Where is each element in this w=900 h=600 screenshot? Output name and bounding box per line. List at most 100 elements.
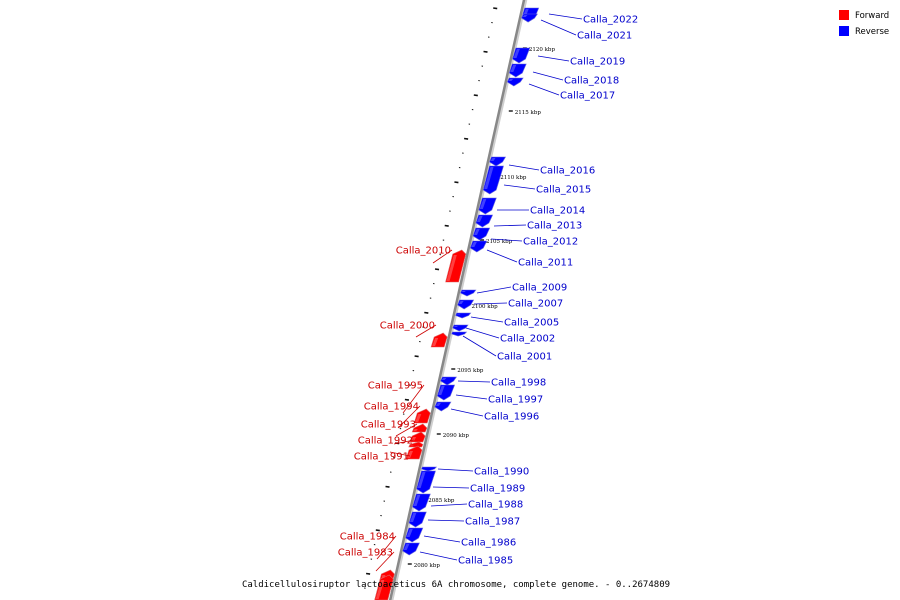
calla-2013-leader-line <box>493 224 527 227</box>
calla-2015-sheen <box>484 167 494 189</box>
calla-1998-leader-line <box>457 380 491 383</box>
calla-2000-label[interactable]: Calla_2000 <box>380 321 435 332</box>
calla-2011-leader-line <box>486 249 518 263</box>
calla-2011-label[interactable]: Calla_2011 <box>518 258 573 269</box>
calla-2009-leader-line <box>476 286 512 294</box>
tick-label: 2095 kbp <box>457 368 484 374</box>
calla-2005-feature[interactable] <box>455 312 472 319</box>
calla-2019-feature[interactable] <box>512 47 531 64</box>
calla-1983-label[interactable]: Calla_1983 <box>338 548 393 559</box>
calla-1986-leader-line <box>423 535 461 543</box>
calla-2012-sheen <box>474 229 480 235</box>
calla-1992-label[interactable]: Calla_1992 <box>358 436 413 447</box>
tick-label: 2120 kbp <box>529 47 556 53</box>
calla-1986-label[interactable]: Calla_1986 <box>461 538 516 549</box>
calla-2000-feature[interactable] <box>430 332 448 348</box>
calla-1991-label[interactable]: Calla_1991 <box>354 452 409 463</box>
calla-1992-feature[interactable] <box>408 441 424 448</box>
calla-2009-label[interactable]: Calla_2009 <box>512 283 567 294</box>
calla-1988-label[interactable]: Calla_1988 <box>468 500 523 511</box>
major-dot <box>414 355 419 358</box>
calla-2012-feature[interactable] <box>472 227 491 241</box>
calla-2018-feature[interactable] <box>508 63 527 78</box>
calla-1990-label[interactable]: Calla_1990 <box>474 467 529 478</box>
calla-2011-sheen <box>471 242 477 247</box>
calla-2013-feature[interactable] <box>475 214 494 228</box>
calla-2016-leader-line <box>508 164 540 171</box>
calla-2001-leader-line <box>462 335 497 357</box>
calla-2018-label[interactable]: Calla_2018 <box>564 76 619 87</box>
calla-1989-feature[interactable] <box>416 470 436 494</box>
calla-2017-label[interactable]: Calla_2017 <box>560 91 615 102</box>
calla-2000-leader-line <box>415 324 437 338</box>
calla-2015-feature[interactable] <box>482 165 504 195</box>
calla-2014-feature[interactable] <box>478 197 497 215</box>
calla-2001-label[interactable]: Calla_2001 <box>497 352 552 363</box>
calla-2009-feature[interactable] <box>460 289 477 297</box>
calla-1987-feature[interactable] <box>408 511 427 528</box>
calla-1994-label[interactable]: Calla_1994 <box>364 402 419 413</box>
calla-1988-feature[interactable] <box>412 493 431 512</box>
calla-1990-feature[interactable] <box>421 466 438 472</box>
calla-2007-leader-line <box>473 302 508 305</box>
calla-1994-feature[interactable] <box>411 423 428 433</box>
calla-1998-label[interactable]: Calla_1998 <box>491 378 546 389</box>
calla-2015-label[interactable]: Calla_2015 <box>536 185 591 196</box>
calla-1995-label[interactable]: Calla_1995 <box>368 381 423 392</box>
calla-1991-feature[interactable] <box>405 445 423 460</box>
calla-2002-leader-line <box>465 327 500 339</box>
calla-2022-label[interactable]: Calla_2022 <box>583 15 638 26</box>
calla-2019-label[interactable]: Calla_2019 <box>570 57 625 68</box>
calla-1994-leader-line <box>397 405 421 429</box>
calla-2002-label[interactable]: Calla_2002 <box>500 334 555 345</box>
calla-1984-label[interactable]: Calla_1984 <box>340 532 395 543</box>
calla-2007-feature[interactable] <box>457 299 475 310</box>
calla-2022-leader-line <box>548 13 583 20</box>
calla-2012-label[interactable]: Calla_2012 <box>523 237 578 248</box>
calla-2012-leader-line <box>490 238 523 242</box>
legend-forward-swatch <box>839 10 849 20</box>
calla-2016-label[interactable]: Calla_2016 <box>540 166 595 177</box>
calla-1985-label[interactable]: Calla_1985 <box>458 556 513 567</box>
calla-2014-label[interactable]: Calla_2014 <box>530 206 585 217</box>
backbone-line <box>388 0 526 600</box>
calla-1996-label[interactable]: Calla_1996 <box>484 412 539 423</box>
tick-label: 2085 kbp <box>428 498 455 504</box>
calla-2018-leader-line <box>532 71 564 81</box>
calla-1995-sheen <box>415 414 422 422</box>
calla-1992-leader-line <box>393 439 415 445</box>
calla-2002-feature[interactable] <box>452 324 469 332</box>
calla-2010-feature[interactable] <box>445 249 467 283</box>
calla-2021-label[interactable]: Calla_2021 <box>577 31 632 42</box>
calla-2019-leader-line <box>537 55 570 62</box>
calla-1993-label[interactable]: Calla_1993 <box>361 420 416 431</box>
calla-2007-label[interactable]: Calla_2007 <box>508 299 563 310</box>
calla-2010-label[interactable]: Calla_2010 <box>396 246 451 257</box>
calla-1988-sheen <box>413 495 421 506</box>
calla-2016-feature[interactable] <box>489 156 507 167</box>
calla-1993-leader-line <box>395 423 418 437</box>
calla-1997-feature[interactable] <box>436 384 456 401</box>
major-dot <box>473 94 478 97</box>
calla-2001-feature[interactable] <box>451 331 468 337</box>
tick-label: 2090 kbp <box>443 433 470 439</box>
tick-label: 2110 kbp <box>500 175 527 181</box>
calla-1986-feature[interactable] <box>405 527 424 543</box>
calla-1997-label[interactable]: Calla_1997 <box>488 395 543 406</box>
calla-2017-feature[interactable] <box>506 77 524 87</box>
calla-2011-feature[interactable] <box>469 240 488 253</box>
calla-1983-feature[interactable] <box>374 574 394 600</box>
calla-2021-feature[interactable] <box>521 13 538 23</box>
calla-1985-feature[interactable] <box>402 542 420 556</box>
calla-1989-label[interactable]: Calla_1989 <box>470 484 525 495</box>
calla-1996-feature[interactable] <box>434 401 452 412</box>
calla-2005-label[interactable]: Calla_2005 <box>504 318 559 329</box>
legend-forward-label: Forward <box>855 11 889 21</box>
calla-1996-sheen <box>435 403 441 406</box>
calla-1995-feature[interactable] <box>413 408 431 424</box>
calla-2021-sheen <box>522 15 528 17</box>
calla-1987-label[interactable]: Calla_1987 <box>465 517 520 528</box>
calla-2013-label[interactable]: Calla_2013 <box>527 221 582 232</box>
calla-1985-sheen <box>403 544 410 550</box>
calla-1998-feature[interactable] <box>440 376 457 386</box>
